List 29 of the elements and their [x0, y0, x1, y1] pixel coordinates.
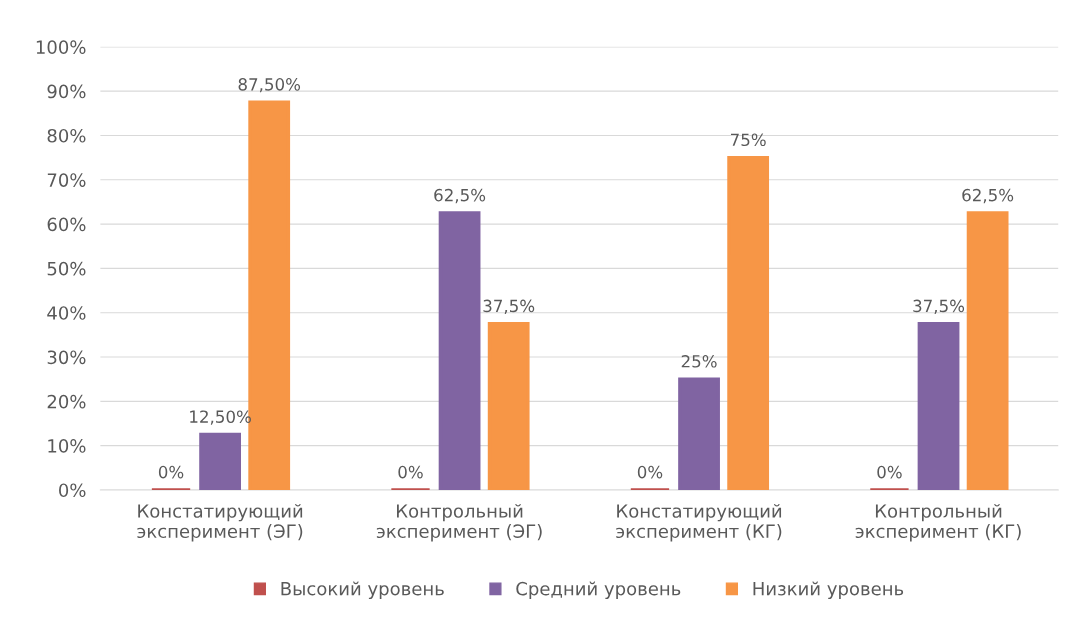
x-tick-label: Контрольный эксперимент (КГ) [855, 503, 1021, 542]
legend-label: Средний уровень [516, 581, 681, 599]
y-tick-label: 30% [47, 350, 86, 365]
legend-label: Низкий уровень [753, 581, 904, 599]
data-label: 62,5% [962, 188, 1014, 204]
y-tick-label: 100% [36, 40, 86, 54]
data-label: 0% [398, 465, 423, 479]
x-tick-label: Констатирующий эксперимент (ЭГ) [137, 503, 303, 542]
data-label: 0% [877, 465, 902, 479]
y-tick-label: 0% [59, 483, 86, 498]
data-label: 0% [158, 465, 184, 479]
data-label: 37,5% [483, 299, 535, 314]
y-tick-label: 90% [47, 84, 86, 99]
y-tick-label: 40% [47, 306, 86, 320]
data-label: 25% [681, 355, 717, 368]
y-tick-label: 60% [47, 217, 86, 232]
y-tick-label: 20% [47, 394, 86, 409]
x-tick-label: Контрольный эксперимент (ЭГ) [376, 503, 542, 542]
data-label: 37,5% [913, 299, 965, 314]
data-label: 0% [637, 465, 663, 479]
data-label: 87,50% [238, 78, 301, 93]
y-tick-label: 10% [48, 439, 86, 453]
legend-label: Высокий уровень [281, 581, 444, 599]
x-tick-label: Констатирующий эксперимент (КГ) [616, 503, 782, 542]
data-label: 75% [731, 133, 766, 147]
y-tick-label: 50% [47, 261, 86, 276]
data-label: 62,5% [434, 188, 486, 204]
y-tick-label: 70% [47, 173, 86, 187]
y-tick-label: 80% [47, 128, 86, 143]
